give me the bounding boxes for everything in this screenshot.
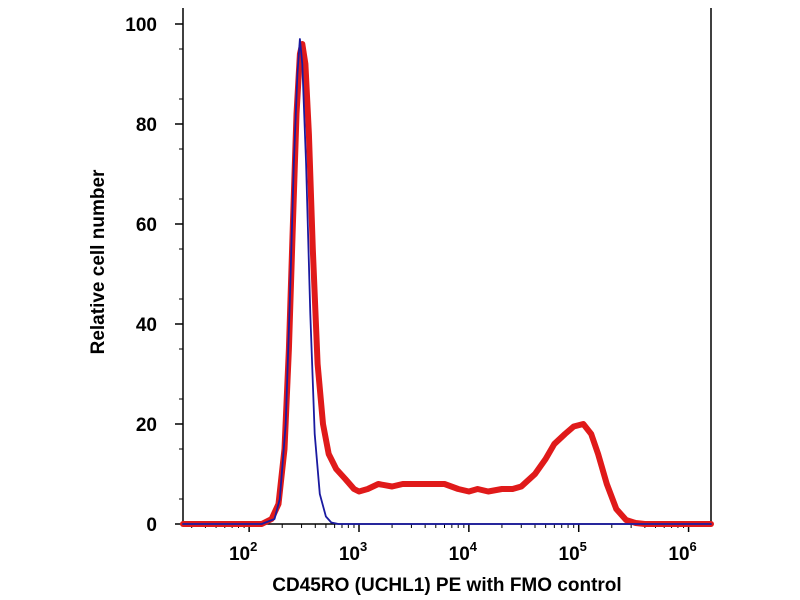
y-tick-label: 0 bbox=[146, 515, 157, 536]
x-axis-ticks: 102 103 104 105 106 bbox=[191, 524, 697, 565]
y-axis-ticks: 0 20 40 60 80 100 bbox=[125, 15, 183, 536]
x-axis-title: CD45RO (UCHL1) PE with FMO control bbox=[272, 575, 621, 596]
series-line-red bbox=[180, 41, 714, 527]
y-tick-label: 40 bbox=[136, 315, 157, 336]
y-tick-label: 20 bbox=[136, 415, 157, 436]
series-line-blue bbox=[182, 38, 712, 525]
y-tick-label: 100 bbox=[125, 15, 157, 36]
y-tick-label: 80 bbox=[136, 115, 157, 136]
x-tick-label: 106 bbox=[668, 539, 696, 565]
series-layer bbox=[180, 38, 714, 527]
x-tick-label: 102 bbox=[229, 539, 257, 565]
x-tick-label: 104 bbox=[449, 539, 478, 565]
x-tick-label: 105 bbox=[559, 539, 587, 565]
x-tick-label: 103 bbox=[339, 539, 367, 565]
y-axis-title: Relative cell number bbox=[88, 169, 109, 354]
y-tick-label: 60 bbox=[136, 215, 157, 236]
